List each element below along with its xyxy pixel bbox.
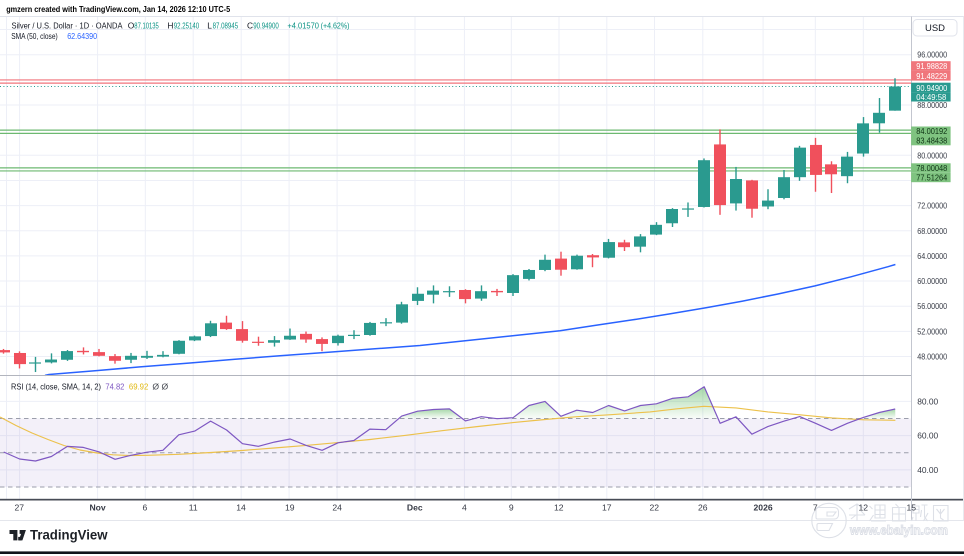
svg-text:88.00000: 88.00000 (917, 100, 947, 110)
svg-text:96.00000: 96.00000 (917, 50, 947, 60)
svg-text:2026: 2026 (754, 503, 773, 513)
svg-text:91.48229: 91.48229 (916, 71, 947, 81)
svg-text:17: 17 (602, 503, 612, 513)
svg-text:80.00000: 80.00000 (917, 150, 947, 160)
svg-text:84.00192: 84.00192 (916, 126, 947, 136)
svg-text:O: O (128, 20, 135, 30)
svg-text:24: 24 (332, 503, 342, 513)
svg-text:+4.01570: +4.01570 (287, 20, 319, 30)
svg-text:11: 11 (189, 503, 198, 513)
svg-text:SMA (50, close): SMA (50, close) (11, 31, 58, 41)
svg-text:Silver / U.S. Dollar · 1D · OA: Silver / U.S. Dollar · 1D · OANDA (12, 20, 123, 30)
svg-text:6: 6 (143, 503, 148, 513)
svg-text:26: 26 (698, 503, 708, 513)
svg-text:91.98828: 91.98828 (916, 61, 947, 71)
svg-text:48.00000: 48.00000 (917, 352, 947, 362)
svg-text:78.00048: 78.00048 (916, 163, 947, 173)
svg-text:Ø Ø: Ø Ø (152, 382, 168, 392)
svg-text:Dec: Dec (407, 503, 423, 513)
svg-text:TradingView: TradingView (30, 528, 108, 543)
svg-text:USD: USD (925, 23, 946, 33)
svg-text:RSI (14, close, SMA, 14, 2): RSI (14, close, SMA, 14, 2) (11, 382, 101, 392)
svg-text:52.00000: 52.00000 (917, 326, 947, 336)
svg-text:74.82: 74.82 (105, 382, 124, 392)
svg-text:4: 4 (462, 503, 467, 513)
svg-text:80.00: 80.00 (917, 396, 938, 406)
svg-text:L: L (207, 20, 212, 30)
svg-text:04:49:58: 04:49:58 (916, 93, 946, 102)
svg-text:12: 12 (554, 503, 564, 513)
svg-text:22: 22 (650, 503, 660, 513)
svg-text:77.51264: 77.51264 (916, 172, 947, 182)
svg-text:14: 14 (236, 503, 246, 513)
svg-text:90.94900: 90.94900 (253, 20, 279, 30)
svg-text:68.00000: 68.00000 (917, 226, 947, 236)
svg-text:27: 27 (15, 503, 25, 513)
svg-text:H: H (167, 20, 173, 30)
svg-text:56.00000: 56.00000 (917, 301, 947, 311)
svg-text:C: C (247, 20, 253, 30)
svg-text:7: 7 (813, 503, 818, 513)
svg-text:12: 12 (859, 503, 869, 513)
svg-text:15: 15 (907, 503, 917, 513)
svg-text:69.92: 69.92 (129, 382, 149, 392)
svg-text:92.25140: 92.25140 (174, 20, 200, 30)
svg-text:19: 19 (285, 503, 295, 513)
svg-text:87.08945: 87.08945 (213, 20, 239, 30)
svg-text:gmzern created with TradingVie: gmzern created with TradingView.com, Jan… (6, 4, 230, 14)
svg-text:Nov: Nov (89, 503, 105, 513)
svg-text:40.00: 40.00 (917, 465, 938, 475)
svg-text:83.48438: 83.48438 (916, 136, 947, 146)
svg-text:9: 9 (509, 503, 514, 513)
svg-text:60.00: 60.00 (917, 431, 938, 441)
svg-text:60.00000: 60.00000 (917, 276, 947, 286)
svg-text:www.ebaiyin.com: www.ebaiyin.com (849, 524, 948, 538)
svg-text:72.00000: 72.00000 (917, 201, 947, 211)
svg-text:90.94900: 90.94900 (916, 83, 947, 93)
svg-text:87.10135: 87.10135 (134, 20, 159, 30)
svg-text:(+4.62%): (+4.62%) (321, 20, 350, 30)
svg-text:62.64390: 62.64390 (67, 31, 97, 41)
svg-text:64.00000: 64.00000 (917, 251, 947, 261)
